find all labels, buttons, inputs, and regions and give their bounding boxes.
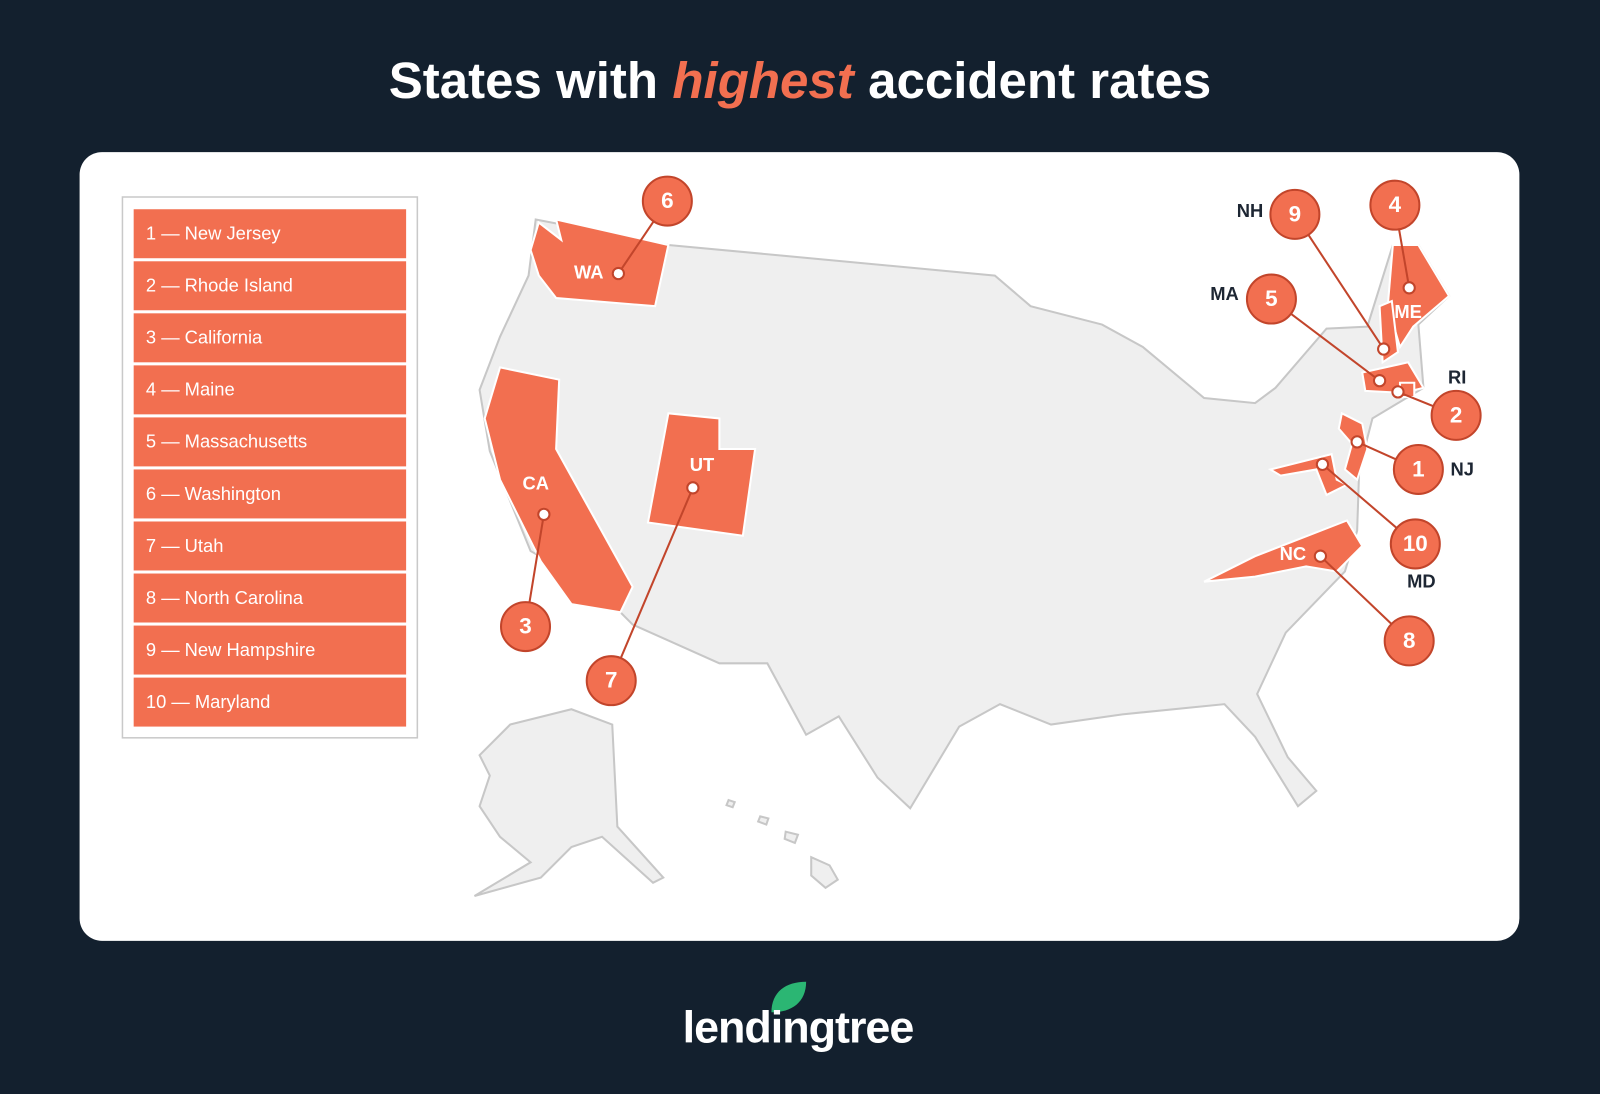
legend-text: 1 — New Jersey <box>146 223 281 244</box>
legend-text: 3 — California <box>146 327 263 348</box>
state-ca <box>483 366 634 614</box>
state-abbr: NJ <box>1451 458 1474 479</box>
rank-number: 6 <box>661 188 673 213</box>
title: States with highest accident rates <box>389 52 1211 109</box>
state-abbr: CA <box>522 473 549 494</box>
legend-item <box>133 313 407 363</box>
rank-bubble <box>1392 443 1444 495</box>
state-abbr: UT <box>690 454 715 475</box>
legend-item <box>133 469 407 519</box>
rank-bubble <box>641 175 693 227</box>
legend-text: 8 — North Carolina <box>146 587 304 608</box>
rank-bubble <box>585 655 637 707</box>
legend-item <box>133 625 407 675</box>
rank-number: 3 <box>519 614 531 639</box>
legend-item <box>133 261 407 311</box>
marker-dot <box>1350 435 1364 449</box>
state-nc <box>1203 519 1364 583</box>
logo: lendingtree <box>683 981 914 1053</box>
state-wa <box>529 218 670 308</box>
legend-item <box>133 209 407 259</box>
legend-text: 4 — Maine <box>146 379 235 400</box>
rank-bubble <box>1383 615 1435 667</box>
marker-dot <box>537 507 551 521</box>
connector <box>610 487 694 682</box>
legend-item <box>133 417 407 467</box>
title-emphasis: highest <box>672 52 855 109</box>
rank-bubble <box>1389 518 1441 570</box>
state-abbr: NC <box>1280 543 1307 564</box>
rank-number: 7 <box>605 668 617 693</box>
rank-number: 2 <box>1450 402 1462 427</box>
logo-text: lendingtree <box>683 1002 914 1053</box>
marker-dot <box>611 266 625 281</box>
legend-text: 9 — New Hampshire <box>146 639 315 660</box>
legend-item <box>133 573 407 623</box>
state-abbr: RI <box>1448 366 1466 387</box>
us-map <box>473 218 1451 897</box>
marker-dot <box>1315 457 1330 471</box>
legend-text: 2 — Rhode Island <box>146 275 293 296</box>
hawaii <box>725 798 840 890</box>
state-markers: 1 NJ 2 RI 3 CA 4 ME 5 MA 6 WA 7 UT 8 NC 9 NH 10 MD <box>500 175 1482 707</box>
rank-bubble <box>1369 179 1421 231</box>
title-after: accident rates <box>868 52 1211 109</box>
state-ut <box>646 412 757 537</box>
legend-list: 1 — New Jersey 2 — Rhode Island 3 — Califo… <box>133 209 407 727</box>
legend-text: 6 — Washington <box>146 483 281 504</box>
alaska <box>473 708 665 897</box>
rank-number: 8 <box>1403 628 1415 653</box>
legend-text: 7 — Utah <box>146 535 224 556</box>
rank-bubble <box>1245 273 1297 325</box>
legend-item <box>133 365 407 415</box>
legend-text: 5 — Massachusetts <box>146 431 307 452</box>
marker-dot <box>686 481 700 495</box>
state-abbr: MA <box>1210 283 1239 304</box>
rank-number: 10 <box>1403 531 1428 556</box>
legend-item <box>133 521 407 571</box>
title-before: States with <box>389 52 658 109</box>
rank-bubble <box>1430 389 1482 441</box>
contiguous-us <box>478 218 1451 810</box>
rank-number: 1 <box>1412 456 1424 481</box>
connector <box>1294 213 1385 350</box>
marker-dot <box>1372 374 1387 388</box>
marker-dot <box>1391 385 1405 399</box>
state-abbr: WA <box>574 261 604 282</box>
marker-dot <box>1402 281 1416 295</box>
state-abbr: ME <box>1394 301 1422 322</box>
logo-leaf <box>771 981 807 1013</box>
rank-number: 5 <box>1265 286 1277 311</box>
rank-bubble <box>500 601 552 653</box>
highlighted-states <box>483 218 1451 614</box>
marker-dot <box>1313 549 1328 563</box>
legend-item <box>133 677 407 727</box>
legend-text: 10 — Maryland <box>146 691 271 712</box>
rank-number: 9 <box>1289 201 1301 226</box>
state-abbr: NH <box>1237 200 1264 221</box>
marker-dot <box>1377 342 1391 356</box>
state-abbr: MD <box>1407 571 1436 592</box>
rank-number: 4 <box>1389 192 1402 217</box>
rank-bubble <box>1269 188 1321 240</box>
